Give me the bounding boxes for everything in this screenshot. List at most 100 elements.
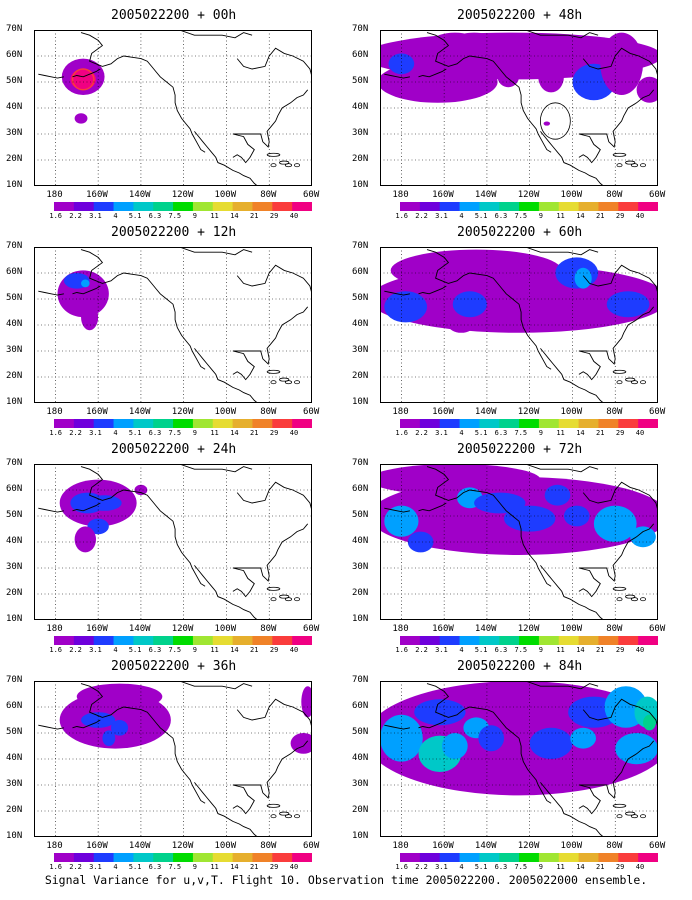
latitude-label: 60N	[352, 701, 369, 711]
colorbar-swatch	[173, 419, 194, 428]
colorbar-label: 7.5	[168, 863, 182, 871]
island	[266, 586, 281, 591]
colorbar-label: 40	[289, 646, 299, 654]
map-frame	[380, 30, 658, 186]
variance-region	[452, 291, 487, 318]
coastline	[582, 264, 658, 294]
variance-region	[87, 495, 122, 511]
map-frame	[34, 464, 312, 620]
colorbar-swatch	[400, 202, 421, 211]
colorbar-label: 3.1	[89, 212, 102, 220]
colorbar-label: 4	[113, 863, 118, 871]
colorbar-label: 21	[596, 212, 605, 220]
island	[270, 380, 277, 385]
colorbar-swatch	[538, 853, 560, 862]
colorbar-label: 2.2	[69, 646, 82, 654]
latitude-label: 30N	[352, 128, 369, 138]
coastline	[418, 285, 447, 295]
variance-region	[70, 69, 97, 90]
colorbar-swatch	[439, 636, 461, 645]
latitude-label: 20N	[352, 371, 369, 381]
coastline	[194, 131, 259, 186]
colorbar-swatch	[113, 202, 134, 211]
colorbar-label: 3.1	[435, 212, 448, 220]
island	[266, 803, 281, 808]
longitude-label: 140W	[474, 841, 497, 851]
colorbar-label: 3.1	[435, 646, 448, 654]
map-canvas	[380, 681, 658, 837]
latitude-label: 50N	[6, 76, 23, 86]
map-canvas	[34, 247, 312, 403]
variance-region	[600, 32, 644, 95]
latitude-label: 20N	[6, 154, 23, 164]
colorbar-swatch	[292, 853, 312, 862]
island	[630, 380, 639, 385]
colorbar-label: 7.5	[168, 429, 182, 437]
colorbar-label: 1.6	[395, 646, 409, 654]
panel-title: 2005022200 + 48h	[457, 8, 583, 23]
colorbar-label: 6.3	[494, 429, 508, 437]
colorbar-swatch	[73, 202, 95, 211]
coastline	[236, 47, 312, 77]
colorbar-swatch	[439, 419, 461, 428]
island	[625, 811, 636, 816]
longitude-label: 100W	[560, 190, 583, 200]
colorbar-label: 14	[576, 646, 585, 654]
colorbar-label: 1.6	[49, 429, 63, 437]
coastline	[582, 47, 658, 77]
coastline	[578, 523, 655, 598]
coastline	[72, 68, 101, 78]
island	[630, 814, 639, 819]
island	[294, 163, 300, 168]
contour-ring	[71, 68, 95, 91]
colorbar-label: 21	[596, 863, 605, 871]
colorbar-swatch	[638, 419, 658, 428]
colorbar	[400, 853, 658, 862]
colorbar-swatch	[54, 419, 75, 428]
variance-region	[543, 121, 551, 126]
variance-region	[81, 279, 90, 288]
longitude-label: 180	[392, 624, 409, 634]
coastline	[582, 481, 658, 511]
island	[284, 163, 293, 168]
longitude-label: 60W	[649, 624, 666, 634]
colorbar-swatch	[252, 419, 273, 428]
colorbar-swatch	[133, 636, 154, 645]
colorbar-label: 5.1	[128, 429, 142, 437]
colorbar	[54, 202, 312, 211]
coastline	[194, 565, 259, 620]
colorbar-label: 29	[615, 646, 625, 654]
colorbar-swatch	[252, 202, 273, 211]
colorbar-label: 40	[635, 429, 645, 437]
latitude-label: 40N	[352, 753, 369, 763]
longitude-label: 180	[392, 841, 409, 851]
colorbar-label: 9	[192, 863, 197, 871]
island	[266, 369, 281, 374]
panel-title: 2005022200 + 12h	[111, 225, 237, 240]
colorbar-swatch	[73, 636, 95, 645]
longitude-label: 60W	[303, 190, 320, 200]
longitude-label: 160W	[86, 624, 108, 634]
longitude-label: 60W	[303, 624, 320, 634]
colorbar-label: 14	[230, 646, 239, 654]
colorbar-swatch	[598, 419, 619, 428]
colorbar-label: 3.1	[89, 646, 102, 654]
colorbar-swatch	[272, 853, 293, 862]
island	[616, 597, 623, 602]
colorbar-swatch	[153, 636, 174, 645]
colorbar-swatch	[400, 419, 421, 428]
colorbar-swatch	[638, 853, 658, 862]
variance-region	[442, 733, 468, 759]
colorbar-swatch	[400, 636, 421, 645]
colorbar-label: 5.1	[128, 646, 142, 654]
colorbar-swatch	[73, 419, 95, 428]
colorbar-swatch	[192, 202, 214, 211]
colorbar-swatch	[173, 636, 194, 645]
panel-title: 2005022200 + 60h	[457, 225, 583, 240]
latitude-label: 10N	[352, 614, 369, 624]
colorbar	[54, 636, 312, 645]
colorbar-label: 29	[269, 429, 279, 437]
figure-caption: Signal Variance for u,v,T. Flight 10. Ob…	[44, 873, 648, 887]
colorbar-swatch	[618, 419, 639, 428]
latitude-label: 10N	[6, 180, 23, 190]
